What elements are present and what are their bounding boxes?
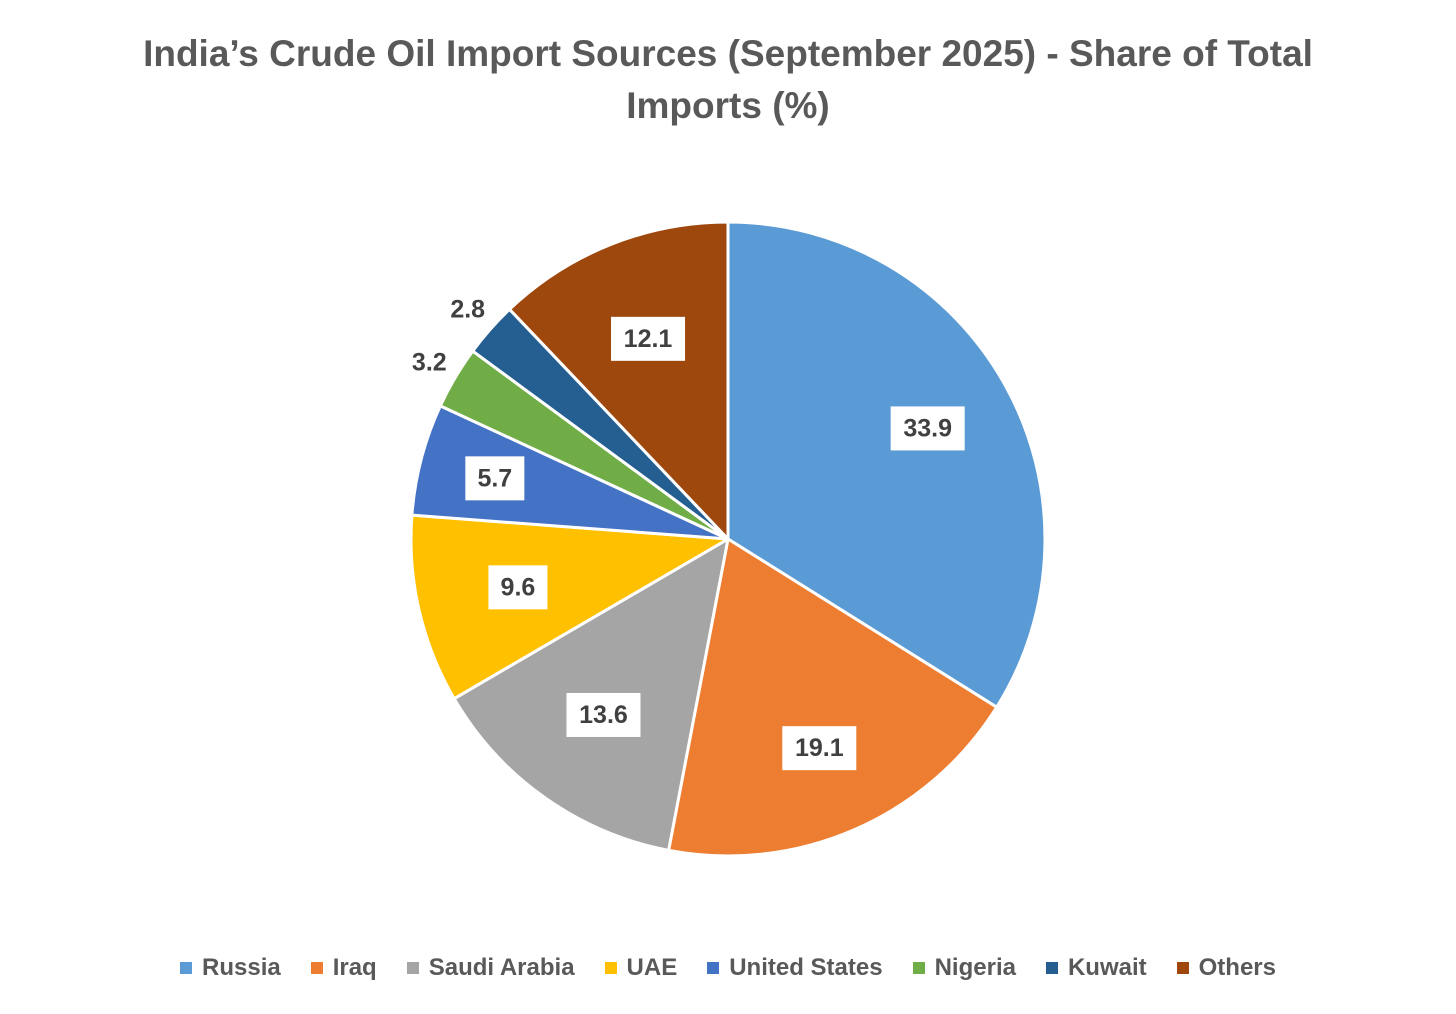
data-label-russia: 33.9: [890, 406, 965, 451]
legend-item-nigeria: Nigeria: [912, 954, 1016, 982]
chart-title: India’s Crude Oil Import Sources (Septem…: [143, 33, 1313, 126]
legend-swatch-united-states: [707, 962, 720, 974]
data-label-nigeria: 3.2: [412, 348, 447, 376]
legend-label-iraq: Iraq: [332, 954, 377, 981]
pie-slice-uae: [409, 513, 730, 701]
legend-label-others: Others: [1198, 954, 1276, 981]
data-label-text-uae: 9.6: [501, 573, 536, 601]
data-label-text-saudi-arabia: 13.6: [579, 701, 628, 729]
pie-slice-iraq: [667, 537, 999, 858]
data-label-box-saudi-arabia: [566, 692, 641, 737]
legend-item-united-states: United States: [707, 954, 883, 982]
legend-swatch-kuwait: [1045, 962, 1058, 974]
legend-label-uae: UAE: [626, 954, 678, 981]
data-label-iraq: 19.1: [782, 726, 857, 771]
legend-swatch-saudi-arabia: [406, 962, 419, 974]
legend-item-others: Others: [1176, 954, 1276, 982]
legend-label-united-states: United States: [729, 954, 883, 981]
data-label-saudi-arabia: 13.6: [566, 692, 641, 737]
pie-slice-russia: [726, 220, 1047, 709]
legend-swatch-nigeria: [912, 962, 925, 974]
data-label-box-uae: [488, 565, 548, 610]
data-label-box-russia: [890, 406, 965, 451]
legend-label-kuwait: Kuwait: [1067, 954, 1147, 981]
data-label-text-nigeria: 3.2: [412, 348, 447, 376]
data-label-text-russia: 33.9: [903, 414, 952, 442]
legend-label-russia: Russia: [202, 954, 281, 981]
data-label-box-others: [611, 316, 686, 361]
pie-slice-others: [508, 220, 730, 541]
legend-swatch-russia: [180, 962, 192, 974]
data-label-others: 12.1: [611, 316, 686, 361]
legend-label-nigeria: Nigeria: [934, 954, 1016, 981]
legend: Russia Iraq Saudi Arabia UAE United States Ni…: [0, 950, 1456, 986]
data-label-text-iraq: 19.1: [795, 734, 844, 762]
data-label-text-united-states: 5.7: [477, 464, 512, 492]
legend-item-russia: Russia: [180, 954, 281, 982]
data-label-text-kuwait: 2.8: [450, 296, 485, 324]
legend-label-saudi-arabia: Saudi Arabia: [428, 954, 575, 981]
legend-swatch-others: [1176, 962, 1189, 974]
data-label-text-others: 12.1: [624, 325, 673, 353]
legend-item-saudi-arabia: Saudi Arabia: [406, 954, 575, 982]
data-label-uae: 9.6: [488, 565, 548, 610]
legend-item-uae: UAE: [604, 954, 678, 982]
data-label-box-united-states: [465, 456, 525, 501]
legend-item-iraq: Iraq: [310, 954, 377, 982]
data-label-united-states: 5.7: [465, 456, 525, 501]
legend-item-kuwait: Kuwait: [1045, 954, 1147, 982]
data-label-box-iraq: [782, 726, 857, 771]
data-label-kuwait: 2.8: [450, 296, 485, 324]
legend-swatch-iraq: [310, 962, 323, 974]
legend-swatch-uae: [604, 962, 617, 974]
